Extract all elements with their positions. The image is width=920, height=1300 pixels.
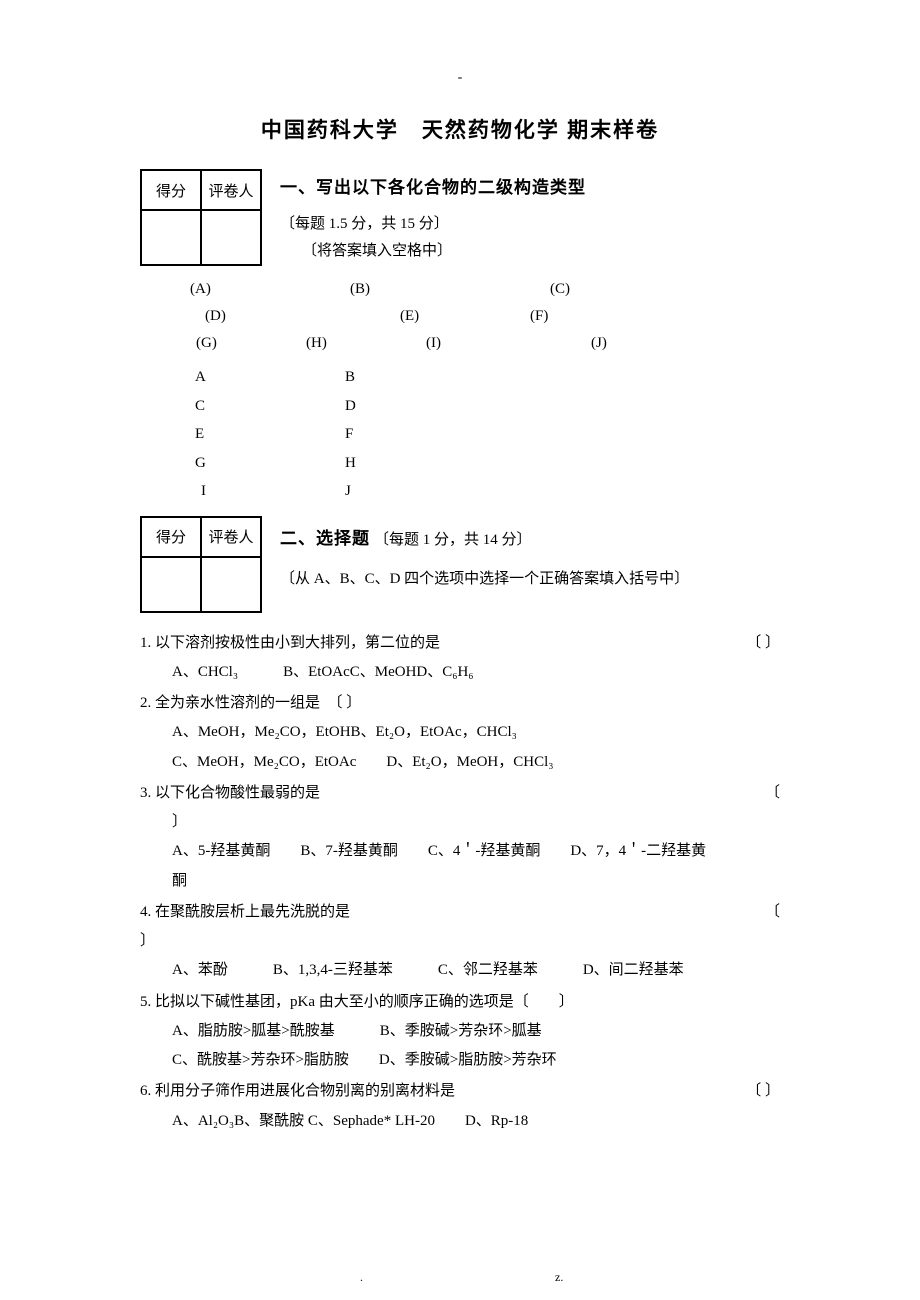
ans-D[interactable]: D xyxy=(345,392,356,421)
grader-cell[interactable] xyxy=(201,210,261,265)
q1-text: 1. 以下溶剂按极性由小到大排列，第二位的是 xyxy=(140,635,440,651)
top-dash: - xyxy=(140,70,780,86)
score-label: 得分 xyxy=(141,170,201,210)
question-6: 6. 利用分子筛作用进展化合物别离的别离材料是 〔 〕 A、Al₂O₃B、聚酰胺… xyxy=(140,1077,780,1136)
ans-G[interactable]: G xyxy=(195,449,345,478)
score-cell[interactable] xyxy=(141,210,201,265)
footer-z: z. xyxy=(555,1270,563,1285)
grader-cell-2[interactable] xyxy=(201,557,261,612)
q2-options-2: C、MeOH，Me₂CO，EtOAc D、Et₂O，MeOH，CHCl₃ xyxy=(172,748,780,777)
q6-text: 6. 利用分子筛作用进展化合物别离的别离材料是 xyxy=(140,1083,455,1099)
q3-text: 3. 以下化合物酸性最弱的是 xyxy=(140,785,320,801)
question-5: 5. 比拟以下碱性基团，pKa 由大至小的顺序正确的选项是〔 〕 A、脂肪胺>胍… xyxy=(140,988,780,1076)
label-G: (G) xyxy=(196,330,306,357)
ans-I[interactable]: I xyxy=(201,477,351,506)
label-F: (F) xyxy=(530,303,548,330)
label-C: (C) xyxy=(550,276,570,303)
q2-options-1: A、MeOH，Me₂CO，EtOHB、Et₂O，EtOAc，CHCl₃ xyxy=(172,718,780,747)
ans-J[interactable]: J xyxy=(345,477,351,506)
page-title: 中国药科大学 天然药物化学 期末样卷 xyxy=(140,114,780,144)
q4-bracket-close: 〕 xyxy=(140,927,780,956)
question-1: 1. 以下溶剂按极性由小到大排列，第二位的是 〔 〕 A、CHCl₃ B、EtO… xyxy=(140,629,780,688)
section2-heading-suffix: 〔每题 1 分，共 14 分〕 xyxy=(374,532,532,548)
score-cell-2[interactable] xyxy=(141,557,201,612)
q6-options: A、Al₂O₃B、聚酰胺 C、Sephade* LH-20 D、Rp-18 xyxy=(172,1107,780,1136)
label-J: (J) xyxy=(591,330,607,357)
label-H: (H) xyxy=(306,330,426,357)
q3-options: A、5-羟基黄酮 B、7-羟基黄酮 C、4＇-羟基黄酮 D、7，4＇-二羟基黄 xyxy=(172,837,780,866)
grader-label: 评卷人 xyxy=(201,170,261,210)
section1-container: 得分 评卷人 一、写出以下各化合物的二级构造类型 〔每题 1.5 分，共 15 … xyxy=(140,169,780,266)
q2-text: 2. 全为亲水性溶剂的一组是 〔 〕 xyxy=(140,689,780,718)
section1-heading: 一、写出以下各化合物的二级构造类型 xyxy=(280,173,780,198)
section1-sub2: 〔将答案填入空格中〕 xyxy=(302,239,780,260)
grader-label-2: 评卷人 xyxy=(201,517,261,557)
footer-dot: . xyxy=(360,1270,363,1285)
q6-bracket[interactable]: 〔 〕 xyxy=(746,1077,780,1106)
ans-F[interactable]: F xyxy=(345,420,353,449)
ans-H[interactable]: H xyxy=(345,449,356,478)
ans-A[interactable]: A xyxy=(195,363,345,392)
score-table-2: 得分 评卷人 xyxy=(140,516,262,613)
label-A: (A) xyxy=(190,276,350,303)
q5-text: 5. 比拟以下碱性基团，pKa 由大至小的顺序正确的选项是〔 〕 xyxy=(140,988,780,1017)
label-B: (B) xyxy=(350,276,550,303)
q5-options-2: C、酰胺基>芳杂环>脂肪胺 D、季胺碱>脂肪胺>芳杂环 xyxy=(172,1046,780,1075)
section1-text: 一、写出以下各化合物的二级构造类型 〔每题 1.5 分，共 15 分〕 〔将答案… xyxy=(280,169,780,260)
section2-heading: 二、选择题 xyxy=(280,529,370,548)
section1-sub1: 〔每题 1.5 分，共 15 分〕 xyxy=(280,212,780,233)
section2-text: 二、选择题 〔每题 1 分，共 14 分〕 〔从 A、B、C、D 四个选项中选择… xyxy=(280,516,780,594)
ans-B[interactable]: B xyxy=(345,363,355,392)
answer-grid: AB CD EF GH IJ xyxy=(195,363,780,506)
q1-bracket[interactable]: 〔 〕 xyxy=(746,629,780,658)
compound-labels: (A) (B) (C) (D) (E) (F) (G) (H) (I) (J) xyxy=(190,276,780,357)
question-3: 3. 以下化合物酸性最弱的是 〔 〕 A、5-羟基黄酮 B、7-羟基黄酮 C、4… xyxy=(140,779,780,896)
section2-container: 得分 评卷人 二、选择题 〔每题 1 分，共 14 分〕 〔从 A、B、C、D … xyxy=(140,516,780,613)
question-2: 2. 全为亲水性溶剂的一组是 〔 〕 A、MeOH，Me₂CO，EtOHB、Et… xyxy=(140,689,780,777)
label-E: (E) xyxy=(400,303,530,330)
question-4: 4. 在聚酰胺层析上最先洗脱的是 〔 〕 A、苯酚 B、1,3,4-三羟基苯 C… xyxy=(140,898,780,986)
ans-E[interactable]: E xyxy=(195,420,345,449)
q5-options-1: A、脂肪胺>胍基>酰胺基 B、季胺碱>芳杂环>胍基 xyxy=(172,1017,780,1046)
q3-bracket-open[interactable]: 〔 xyxy=(765,779,780,808)
ans-C[interactable]: C xyxy=(195,392,345,421)
q4-text: 4. 在聚酰胺层析上最先洗脱的是 xyxy=(140,904,350,920)
label-D: (D) xyxy=(205,303,400,330)
label-I: (I) xyxy=(426,330,591,357)
score-table-1: 得分 评卷人 xyxy=(140,169,262,266)
q4-bracket-open[interactable]: 〔 xyxy=(765,898,780,927)
q1-options: A、CHCl₃ B、EtOAcC、MeOHD、C₆H₆ xyxy=(172,658,780,687)
questions-block: 1. 以下溶剂按极性由小到大排列，第二位的是 〔 〕 A、CHCl₃ B、EtO… xyxy=(140,629,780,1136)
section2-sub: 〔从 A、B、C、D 四个选项中选择一个正确答案填入括号中〕 xyxy=(280,567,780,588)
q3-bracket-close: 〕 xyxy=(172,808,780,837)
score-label-2: 得分 xyxy=(141,517,201,557)
q4-options: A、苯酚 B、1,3,4-三羟基苯 C、邻二羟基苯 D、间二羟基苯 xyxy=(172,956,780,985)
q3-options-cont: 酮 xyxy=(172,867,780,896)
